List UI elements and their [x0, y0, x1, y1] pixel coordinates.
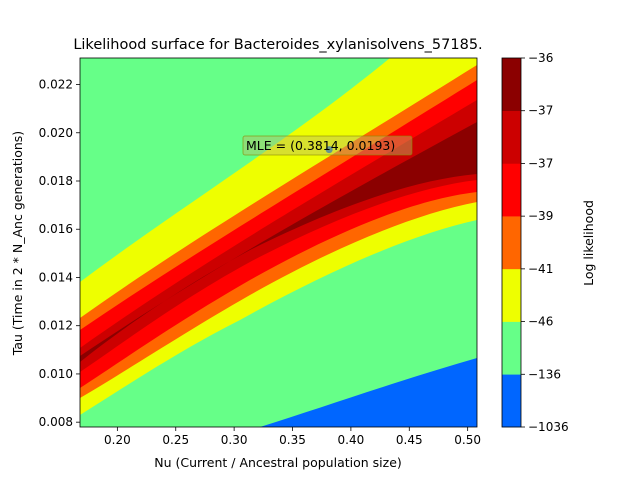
mle-annotation-box [242, 135, 413, 156]
colorbar-label: Log likelihood [581, 200, 596, 286]
colorbar-tick-label: −46 [528, 315, 553, 329]
colorbar-segment [502, 216, 521, 270]
colorbar-tick-label: −37 [528, 156, 553, 170]
colorbar: −1036 −136 −46 −41 −39 −37 −37 −36 [501, 51, 569, 434]
mle-point [325, 146, 333, 154]
y-tick-label: 0.012 [39, 319, 73, 333]
colorbar-segment [502, 374, 521, 428]
colorbar-tick-label: −1036 [528, 420, 569, 434]
colorbar-tick-label: −36 [528, 51, 553, 65]
contour-band-minus36 [80, 122, 477, 362]
colorbar-segment [502, 58, 521, 112]
y-tick-label: 0.016 [39, 222, 73, 236]
x-tick-label: 0.35 [279, 433, 306, 447]
y-axis-label: Tau (Time in 2 * N_Anc generations) [10, 131, 25, 356]
colorbar-segment [502, 110, 521, 164]
x-tick-label: 0.30 [221, 433, 248, 447]
colorbar-segment [502, 268, 521, 322]
colorbar-tick-label: −37 [528, 104, 553, 118]
contour-band-minus1036 [260, 358, 477, 427]
x-tick-label: 0.20 [104, 433, 131, 447]
x-tick-label: 0.45 [396, 433, 423, 447]
y-tick-label: 0.020 [39, 126, 73, 140]
y-tick-label: 0.022 [39, 78, 73, 92]
y-tick-label: 0.014 [39, 270, 73, 284]
plot-frame [79, 57, 478, 428]
y-axis-ticks: 0.008 0.010 0.012 0.014 0.016 0.018 0.020 0.022 [39, 78, 80, 429]
colorbar-segment [502, 163, 521, 217]
x-tick-label: 0.40 [338, 433, 365, 447]
x-axis-ticks: 0.20 0.25 0.30 0.35 0.40 0.45 0.50 [104, 427, 481, 447]
y-tick-label: 0.008 [39, 415, 73, 429]
plot-area [80, 58, 477, 427]
x-axis-label: Nu (Current / Ancestral population size) [154, 455, 402, 470]
x-tick-label: 0.25 [162, 433, 189, 447]
colorbar-frame [501, 57, 522, 428]
colorbar-segment [502, 321, 521, 375]
y-tick-label: 0.018 [39, 174, 73, 188]
chart-title: Likelihood surface for Bacteroides_xylan… [73, 37, 482, 53]
colorbar-tick-label: −41 [528, 262, 553, 276]
mle-annotation: MLE = (0.3814, 0.0193) [246, 138, 395, 153]
y-tick-label: 0.010 [39, 367, 73, 381]
x-tick-label: 0.50 [454, 433, 481, 447]
colorbar-tick-label: −136 [528, 367, 561, 381]
colorbar-tick-label: −39 [528, 209, 553, 223]
